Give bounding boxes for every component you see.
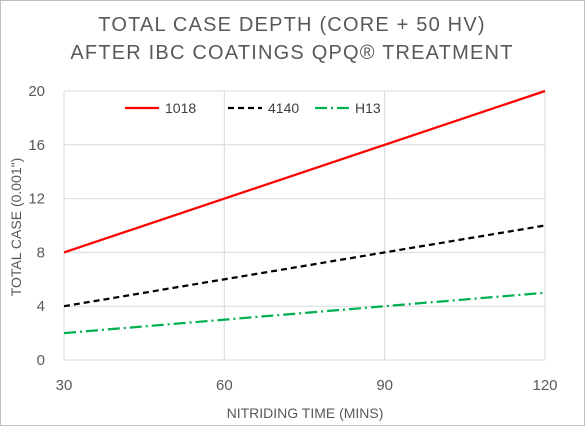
legend-label-h13: H13: [355, 100, 381, 116]
chart-title-line1: TOTAL CASE DEPTH (CORE + 50 HV): [98, 14, 485, 36]
legend-label-4140: 4140: [268, 100, 299, 116]
y-axis-label: TOTAL CASE (0.001"): [8, 158, 24, 297]
series-lines: [63, 89, 546, 335]
x-tick-label: 60: [216, 377, 233, 394]
series-line-1018: [63, 89, 546, 254]
legend-label-1018: 1018: [165, 100, 196, 116]
chart-title-line2: AFTER IBC COATINGS QPQ® TREATMENT: [70, 42, 513, 64]
grid: [63, 90, 546, 361]
x-tick-label: 90: [376, 377, 393, 394]
series-line-4140: [63, 224, 546, 308]
legend: 1018 4140 H13: [125, 100, 381, 116]
y-tick-label: 12: [28, 191, 45, 208]
x-tick-label: 30: [56, 377, 73, 394]
y-tick-label: 4: [37, 298, 45, 315]
x-axis-label: NITRIDING TIME (MINS): [227, 405, 384, 421]
y-tick-label: 8: [37, 244, 45, 261]
y-tick-label: 16: [28, 137, 45, 154]
y-tick-label: 20: [28, 83, 45, 100]
series-line-h13: [63, 291, 546, 335]
y-tick-label: 0: [37, 352, 45, 369]
x-tick-labels: 30 60 90 120: [56, 377, 558, 394]
y-tick-labels: 0 4 8 12 16 20: [28, 83, 45, 369]
x-tick-label: 120: [532, 377, 557, 394]
